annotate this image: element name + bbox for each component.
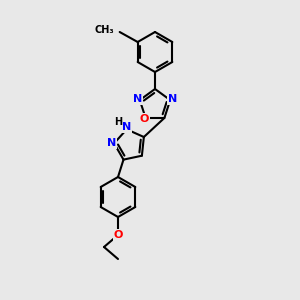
Text: CH₃: CH₃	[94, 25, 114, 35]
Text: N: N	[107, 138, 117, 148]
Text: H: H	[115, 117, 123, 127]
Text: N: N	[133, 94, 142, 104]
Text: N: N	[122, 122, 131, 132]
Text: O: O	[113, 230, 123, 240]
Text: O: O	[140, 114, 149, 124]
Text: N: N	[168, 94, 177, 104]
